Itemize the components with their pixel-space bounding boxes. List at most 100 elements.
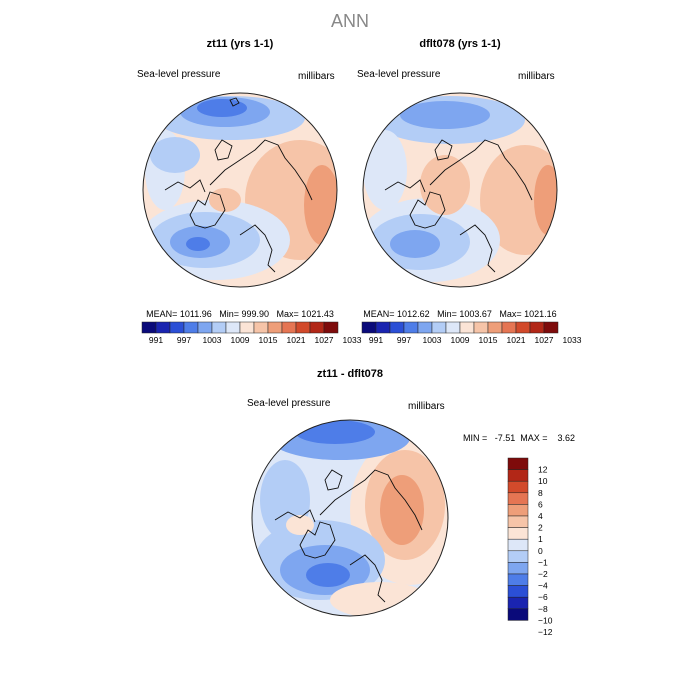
colorbar-label: −8 — [538, 604, 548, 614]
colorbar-label: 4 — [538, 511, 543, 521]
panel-title: dflt078 (yrs 1-1) — [419, 38, 501, 50]
polar-map — [143, 93, 337, 287]
colorbar-swatch — [389, 321, 405, 334]
colorbar-label: 1015 — [479, 335, 498, 345]
colorbar-swatch — [507, 562, 529, 575]
colorbar-swatch — [445, 321, 461, 334]
units-label: millibars — [518, 71, 555, 82]
figure-title: ANN — [331, 11, 369, 31]
colorbar-label: 1021 — [287, 335, 306, 345]
colorbar-label: 10 — [538, 476, 548, 486]
colorbar-swatch — [155, 321, 171, 334]
colorbar-swatch — [309, 321, 325, 334]
colorbar-swatch — [253, 321, 269, 334]
colorbar-label: −4 — [538, 581, 548, 591]
colorbar-label: 991 — [369, 335, 383, 345]
colorbar-swatch — [225, 321, 241, 334]
stats-text: MEAN= 1012.62 Min= 1003.67 Max= 1021.16 — [363, 309, 556, 319]
colorbar-swatch — [403, 321, 419, 334]
coastlines — [274, 469, 423, 603]
map-outline — [142, 92, 338, 288]
colorbar-label: −12 — [538, 627, 553, 637]
panel-difference: zt11 - dflt078 Sea-level pressure millib… — [247, 368, 575, 637]
colorbar-swatch — [267, 321, 283, 334]
colorbar: 991 997 1003 1009 1015 1021 1027 1033 — [141, 321, 362, 345]
map-outline — [362, 92, 558, 288]
colorbar-swatch — [183, 321, 199, 334]
colorbar-label: −10 — [538, 615, 553, 625]
colorbar-label: 991 — [149, 335, 163, 345]
colorbar-label: 997 — [397, 335, 411, 345]
colorbar-swatch — [507, 469, 529, 482]
colorbar-label: 6 — [538, 499, 543, 509]
colorbar-label: 2 — [538, 523, 543, 533]
colorbar-swatch — [507, 492, 529, 505]
colorbar-swatch — [507, 573, 529, 586]
colorbar-swatch — [507, 538, 529, 552]
colorbar-swatch — [507, 608, 529, 621]
colorbar: 991 997 1003 1009 1015 1021 1027 1033 — [361, 321, 582, 345]
colorbar-label: −6 — [538, 592, 548, 602]
units-label: millibars — [408, 401, 445, 412]
coastlines — [384, 139, 533, 273]
colorbar-label: 1003 — [423, 335, 442, 345]
colorbar-swatch — [507, 515, 529, 528]
colorbar-swatch — [507, 550, 529, 563]
colorbar-label: 1009 — [231, 335, 250, 345]
colorbar-swatch — [507, 504, 529, 517]
polar-map — [252, 420, 448, 616]
colorbar-swatch — [507, 596, 529, 610]
units-label: millibars — [298, 71, 335, 82]
colorbar-label: 1015 — [259, 335, 278, 345]
colorbar-swatch — [507, 457, 529, 470]
colorbar-swatch — [169, 321, 185, 334]
coastlines — [164, 97, 313, 273]
colorbar-label: 1003 — [203, 335, 222, 345]
colorbar-swatch — [487, 321, 503, 334]
colorbar-swatch — [515, 321, 531, 334]
colorbar-label: 1 — [538, 534, 543, 544]
colorbar-label: 997 — [177, 335, 191, 345]
colorbar-label: −1 — [538, 557, 548, 567]
colorbar-swatch — [543, 321, 559, 334]
colorbar-label: 0 — [538, 546, 543, 556]
colorbar-swatch — [211, 321, 227, 334]
colorbar-label: −2 — [538, 569, 548, 579]
stats-text: MEAN= 1011.96 Min= 999.90 Max= 1021.43 — [146, 309, 334, 319]
variable-label: Sea-level pressure — [357, 69, 441, 80]
colorbar-label: 1009 — [451, 335, 470, 345]
colorbar-swatch — [501, 321, 517, 334]
colorbar-label: 1021 — [507, 335, 526, 345]
polar-map — [363, 93, 557, 287]
panel-zt11: zt11 (yrs 1-1) Sea-level pressure millib… — [137, 38, 362, 345]
colorbar-swatch — [239, 321, 255, 334]
colorbar-label: 1033 — [343, 335, 362, 345]
colorbar-swatch — [431, 321, 447, 334]
colorbar-swatch — [375, 321, 391, 334]
colorbar-label: 1027 — [315, 335, 334, 345]
panel-title: zt11 - dflt078 — [317, 368, 383, 380]
colorbar-swatch — [295, 321, 311, 334]
colorbar-swatch — [141, 321, 157, 334]
colorbar-label: 8 — [538, 488, 543, 498]
colorbar-swatch — [281, 321, 297, 334]
colorbar-label: 1033 — [563, 335, 582, 345]
variable-label: Sea-level pressure — [247, 398, 331, 409]
colorbar-swatch — [473, 321, 489, 334]
colorbar-label: 12 — [538, 465, 548, 475]
colorbar-label: 1027 — [535, 335, 554, 345]
colorbar-swatch — [361, 321, 377, 334]
colorbar-swatch — [529, 321, 545, 334]
colorbar-swatch — [459, 321, 475, 334]
panel-dflt078: dflt078 (yrs 1-1) Sea-level pressure mil… — [357, 38, 582, 345]
minmax-text: MIN = -7.51 MAX = 3.62 — [463, 433, 575, 443]
colorbar-swatch — [323, 321, 339, 334]
colorbar-swatch — [507, 480, 529, 494]
colorbar-swatch — [197, 321, 213, 334]
colorbar-swatch — [507, 585, 529, 598]
colorbar-swatch — [417, 321, 433, 334]
map-outline — [251, 419, 449, 617]
variable-label: Sea-level pressure — [137, 69, 221, 80]
